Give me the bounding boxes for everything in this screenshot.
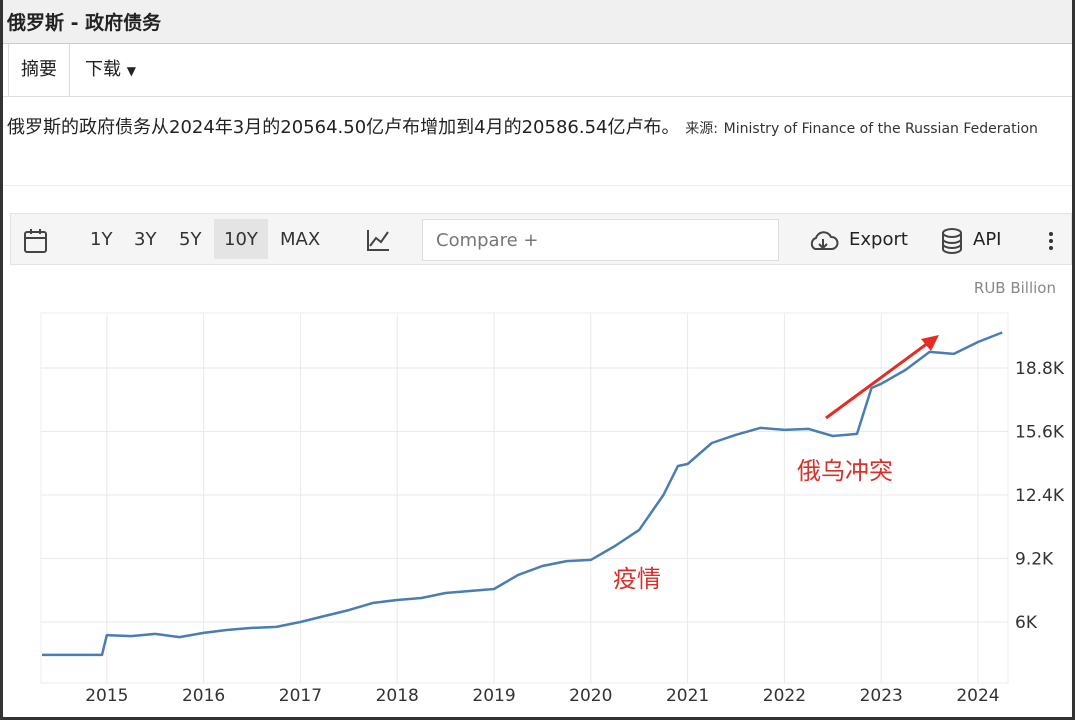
api-icon[interactable]	[940, 227, 964, 255]
y-tick-label: 18.8K	[1015, 359, 1065, 379]
source: Ministry of Finance of the Russian Feder…	[723, 121, 1038, 137]
x-tick-label: 2015	[85, 686, 128, 706]
export-button[interactable]: Export	[849, 229, 908, 250]
tab-label: 下载	[85, 59, 121, 80]
range-button[interactable]: 10Y	[214, 219, 268, 259]
x-tick-label: 2022	[763, 686, 806, 706]
calendar-icon[interactable]	[23, 227, 49, 255]
header: 俄罗斯 - 政府债务	[3, 0, 1072, 44]
data-line	[42, 331, 1003, 657]
range-button[interactable]: MAX	[280, 229, 321, 250]
divider	[3, 96, 1072, 97]
x-tick-label: 2017	[279, 686, 322, 706]
x-tick-label: 2016	[182, 686, 225, 706]
y-tick-label: 15.6K	[1015, 422, 1065, 442]
tab[interactable]: 摘要	[8, 44, 70, 96]
annotation: 疫情	[613, 565, 661, 593]
summary-text: 俄罗斯的政府债务从2024年3月的20564.50亿卢布增加到4月的20586.…	[7, 117, 680, 138]
y-tick-label: 9.2K	[1015, 549, 1054, 569]
divider	[3, 185, 1072, 186]
tab[interactable]: 下载 ▼	[85, 59, 136, 80]
chart-type-icon[interactable]	[365, 227, 391, 253]
compare-input[interactable]: Compare +	[422, 219, 779, 261]
annotation-arrow	[825, 341, 929, 420]
export-icon[interactable]	[807, 229, 839, 253]
range-button[interactable]: 5Y	[179, 229, 202, 250]
x-tick-label: 2024	[956, 686, 999, 706]
range-button[interactable]: 1Y	[90, 229, 113, 250]
plot-area	[40, 312, 1009, 684]
page-title: 俄罗斯 - 政府债务	[7, 12, 162, 34]
x-tick-label: 2019	[472, 686, 515, 706]
arrow-head	[921, 335, 939, 351]
range-button[interactable]: 3Y	[134, 229, 157, 250]
x-tick-label: 2018	[376, 686, 419, 706]
x-tick-label: 2021	[666, 686, 709, 706]
source-label: 来源:	[685, 121, 718, 137]
chart: 6K 9.2K 12.4K 15.6K 18.8K 2015 2016 2017 2018 201…	[40, 312, 1065, 706]
annotation: 俄乌冲突	[797, 457, 893, 485]
summary: 俄罗斯的政府债务从2024年3月的20564.50亿卢布增加到4月的20586.…	[7, 112, 1072, 145]
unit-label: RUB Billion	[973, 279, 1056, 297]
x-tick-label: 2020	[569, 686, 612, 706]
y-tick-label: 12.4K	[1015, 486, 1065, 506]
x-tick-label: 2023	[860, 686, 903, 706]
more-icon[interactable]	[1045, 230, 1057, 252]
api-button[interactable]: API	[973, 229, 1002, 250]
y-tick-label: 6K	[1015, 613, 1038, 633]
